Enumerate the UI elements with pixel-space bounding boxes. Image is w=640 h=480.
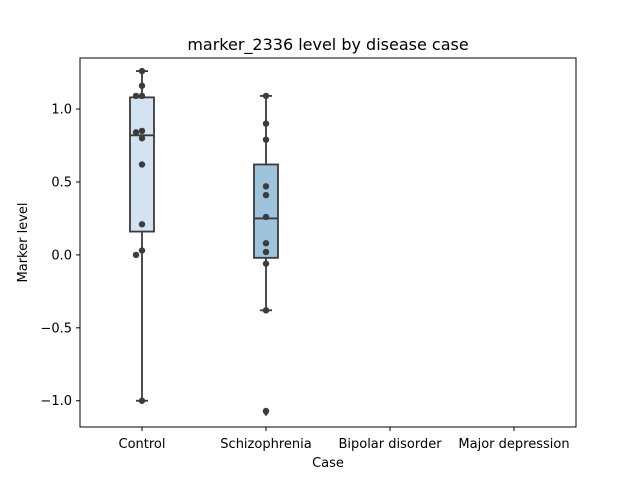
y-tick-label: −1.0	[40, 394, 72, 409]
x-tick-label: Schizophrenia	[220, 437, 311, 452]
data-point	[138, 67, 146, 75]
data-point	[262, 248, 270, 256]
x-axis-title: Case	[312, 456, 344, 471]
y-tick-label: 1.0	[51, 103, 72, 118]
x-tick-label: Control	[119, 437, 166, 452]
data-point	[262, 407, 270, 415]
data-point	[138, 127, 146, 135]
data-point	[138, 92, 146, 100]
data-point	[262, 183, 270, 190]
data-point	[262, 136, 270, 143]
data-point	[262, 213, 270, 221]
data-point	[262, 260, 270, 267]
chart-title: marker_2336 level by disease case	[187, 35, 468, 55]
data-point	[138, 247, 146, 254]
y-tick-label: 0.0	[51, 248, 72, 263]
x-tick-label: Major depression	[458, 437, 569, 452]
y-axis: −1.0 −0.5 0.0 0.5 1.0	[40, 103, 80, 409]
data-point	[138, 397, 146, 404]
data-point	[138, 135, 146, 142]
data-point	[262, 307, 270, 314]
data-point	[262, 92, 270, 100]
data-point	[132, 129, 140, 136]
plot-area-frame	[79, 57, 577, 428]
data-point	[262, 120, 270, 127]
box-group	[129, 67, 279, 417]
x-axis: Control Schizophrenia Bipolar disorder Majo…	[119, 427, 570, 452]
data-point	[132, 92, 140, 100]
y-tick-label: −0.5	[40, 321, 72, 336]
data-point	[138, 221, 146, 228]
data-point	[138, 82, 146, 89]
y-axis-title: Marker level	[16, 203, 31, 283]
x-tick-label: Bipolar disorder	[338, 437, 442, 452]
data-point	[138, 161, 146, 168]
y-tick-label: 0.5	[51, 175, 72, 190]
data-point	[262, 191, 270, 199]
data-point	[262, 240, 270, 247]
data-point	[132, 251, 140, 259]
